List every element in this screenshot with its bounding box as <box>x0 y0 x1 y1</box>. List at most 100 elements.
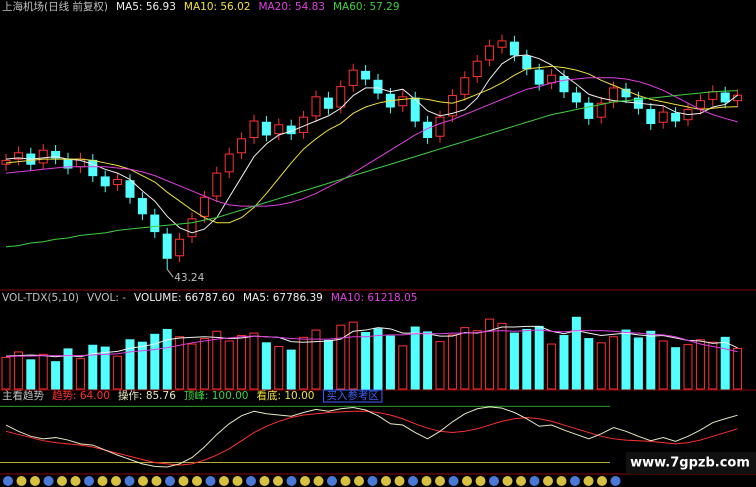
annotation-pointer <box>166 268 174 278</box>
signal-icon <box>97 476 108 486</box>
signal-icon <box>516 476 526 486</box>
volume-bar <box>547 343 557 390</box>
volume-bar <box>88 344 98 390</box>
candle-body <box>485 45 495 61</box>
signal-icon <box>475 476 486 486</box>
volume-bar <box>559 335 569 390</box>
legend-entry: 看底: 10.00 <box>257 389 315 402</box>
volume-bar <box>435 341 445 390</box>
candle-body <box>261 121 271 136</box>
note: 买入参考区 <box>326 389 379 402</box>
signal-icon <box>151 476 162 486</box>
candle-body <box>13 152 23 160</box>
legend-entry: 操作: 85.76 <box>118 389 176 402</box>
legend-entry: 顶峰: 100.00 <box>184 390 249 402</box>
candle-body <box>212 172 222 197</box>
candle-body <box>584 102 594 119</box>
signal-icon <box>583 476 594 486</box>
volume-bar <box>609 336 619 390</box>
signal-icon <box>313 476 324 486</box>
volume-bar <box>63 348 73 390</box>
signal-icon <box>259 476 270 486</box>
signal-icon <box>489 476 499 486</box>
candle-body <box>398 96 408 107</box>
candle-body <box>596 102 606 118</box>
candle-body <box>733 94 743 102</box>
signal-icon <box>367 476 378 486</box>
series-line <box>5 54 738 234</box>
volume-bar <box>100 346 110 390</box>
signal-icon <box>219 476 229 486</box>
volume-bar <box>460 327 470 390</box>
signal-icon <box>57 476 67 486</box>
signal-icon <box>273 476 283 486</box>
signal-icon <box>70 476 81 486</box>
legend-entry: VOLUME: 66787.60 <box>134 292 235 304</box>
volume-bar <box>274 345 284 390</box>
watermark: www.7gpzb.com <box>630 456 750 471</box>
volume-bar <box>162 328 172 390</box>
candle-body <box>175 238 185 257</box>
volume-bar <box>1 356 11 390</box>
signal-icon <box>205 476 216 486</box>
volume-bar <box>13 351 23 390</box>
signal-icon <box>30 476 40 486</box>
candle-body <box>237 138 247 154</box>
signal-icon <box>462 476 472 486</box>
candle-body <box>323 97 333 109</box>
volume-bar <box>299 336 309 390</box>
volume-bar <box>485 318 495 390</box>
signal-icon <box>408 476 418 486</box>
candle-body <box>150 214 160 233</box>
series-line <box>5 90 738 248</box>
signal-icon <box>543 476 553 486</box>
candle-body <box>38 149 48 164</box>
candle-body <box>361 70 371 80</box>
volume-bar <box>472 330 482 390</box>
signal-icon <box>502 476 513 486</box>
signal-icon <box>178 476 189 486</box>
volume-bar <box>646 330 656 390</box>
chart-title: 上海机场(日线 前复权) <box>2 0 108 13</box>
volume-bar <box>113 355 123 390</box>
volume-bar <box>695 339 705 390</box>
signal-icon <box>124 476 135 486</box>
legend-entry: MA5: 56.93 <box>116 1 176 13</box>
volume-bar <box>398 345 408 390</box>
signal-icon <box>556 476 567 486</box>
volume-bar <box>75 358 85 390</box>
candle-body <box>187 218 197 238</box>
candle-body <box>460 77 470 95</box>
candle-body <box>100 176 110 187</box>
volume-bar <box>733 347 743 390</box>
candle-body <box>547 74 557 84</box>
signal-icon <box>610 476 621 486</box>
signal-icon <box>354 476 364 486</box>
volume-bar <box>286 349 296 390</box>
volume-bar <box>150 333 160 390</box>
volume-bar <box>683 344 693 390</box>
candle-body <box>472 60 482 77</box>
candle-body <box>199 196 209 217</box>
candle-body <box>113 178 123 186</box>
legend-entry: MA5: 67786.39 <box>243 292 323 304</box>
volume-bar <box>423 331 433 390</box>
series-line <box>5 329 738 358</box>
signal-icon <box>394 476 405 486</box>
candle-body <box>509 41 519 56</box>
legend-entry: MA20: 54.83 <box>258 1 325 13</box>
candle-body <box>274 124 284 135</box>
volume-bar <box>708 341 718 390</box>
chart-title: 主看趋势 <box>2 389 44 402</box>
candle-body <box>137 198 147 215</box>
volume-bar <box>596 342 606 390</box>
volume-bar <box>497 322 507 390</box>
chart-title: VOL-TDX(5,10) <box>2 292 79 304</box>
signal-icon <box>327 476 337 486</box>
series-line <box>5 406 738 468</box>
signal-icon <box>570 476 580 486</box>
signal-icon <box>138 476 148 486</box>
volume-bar <box>584 338 594 390</box>
signal-icon <box>597 476 607 486</box>
